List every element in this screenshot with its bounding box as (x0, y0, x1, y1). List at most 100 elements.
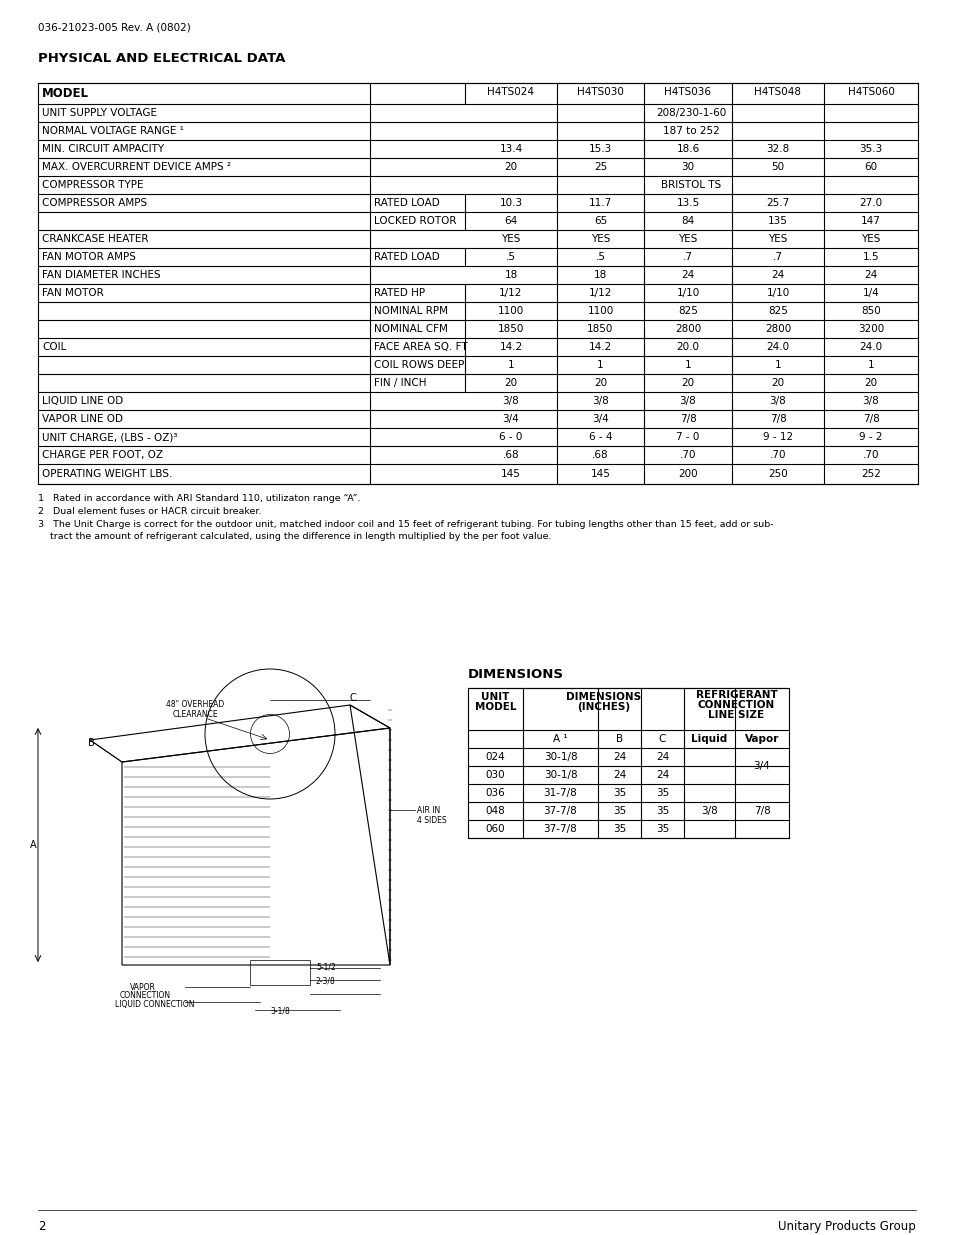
Text: 20: 20 (594, 378, 606, 388)
Text: B: B (88, 739, 94, 748)
Text: 1100: 1100 (497, 306, 523, 316)
Text: YES: YES (500, 233, 520, 245)
Text: 2-3/8: 2-3/8 (315, 977, 335, 986)
Text: FACE AREA SQ. FT: FACE AREA SQ. FT (374, 342, 467, 352)
Text: 24.0: 24.0 (859, 342, 882, 352)
Text: 030: 030 (485, 769, 505, 781)
Text: AIR IN: AIR IN (416, 806, 439, 815)
Text: 18: 18 (504, 270, 517, 280)
Text: 24: 24 (680, 270, 694, 280)
Text: CONNECTION: CONNECTION (698, 700, 774, 710)
Text: .68: .68 (502, 450, 518, 459)
Text: 30: 30 (680, 162, 694, 172)
Text: 3/8: 3/8 (862, 396, 879, 406)
Text: .5: .5 (505, 252, 516, 262)
Text: Liquid: Liquid (691, 734, 727, 743)
Text: Vapor: Vapor (744, 734, 779, 743)
Text: DIMENSIONS: DIMENSIONS (468, 668, 563, 680)
Text: 35: 35 (655, 788, 668, 798)
Text: 2: 2 (38, 1220, 46, 1233)
Text: .68: .68 (592, 450, 608, 459)
Text: 1: 1 (507, 359, 514, 370)
Text: LIQUID CONNECTION: LIQUID CONNECTION (115, 1000, 194, 1009)
Text: 3/4: 3/4 (502, 414, 518, 424)
Text: 9 - 2: 9 - 2 (859, 432, 882, 442)
Text: C: C (659, 734, 665, 743)
Text: 1: 1 (597, 359, 603, 370)
Text: 24: 24 (612, 769, 625, 781)
Text: 2800: 2800 (674, 324, 700, 333)
Text: LINE SIZE: LINE SIZE (708, 710, 763, 720)
Text: 825: 825 (767, 306, 787, 316)
Text: MIN. CIRCUIT AMPACITY: MIN. CIRCUIT AMPACITY (42, 144, 164, 154)
Text: .70: .70 (679, 450, 696, 459)
Text: 3/8: 3/8 (502, 396, 518, 406)
Text: 6 - 4: 6 - 4 (588, 432, 612, 442)
Text: 7/8: 7/8 (753, 806, 770, 816)
Text: 13.5: 13.5 (676, 198, 699, 207)
Text: 147: 147 (861, 216, 880, 226)
Text: 036: 036 (485, 788, 505, 798)
Text: 048: 048 (485, 806, 505, 816)
Text: 1/10: 1/10 (676, 288, 699, 298)
Text: 9 - 12: 9 - 12 (762, 432, 792, 442)
Text: 3200: 3200 (857, 324, 883, 333)
Text: 208/230-1-60: 208/230-1-60 (656, 107, 726, 119)
Text: DIMENSIONS: DIMENSIONS (565, 692, 640, 701)
Text: VAPOR LINE OD: VAPOR LINE OD (42, 414, 123, 424)
Text: COMPRESSOR AMPS: COMPRESSOR AMPS (42, 198, 147, 207)
Text: 11.7: 11.7 (588, 198, 612, 207)
Text: H4TS036: H4TS036 (664, 86, 711, 98)
Text: COIL ROWS DEEP: COIL ROWS DEEP (374, 359, 464, 370)
Text: 1850: 1850 (587, 324, 613, 333)
Text: 20: 20 (680, 378, 694, 388)
Text: YES: YES (767, 233, 787, 245)
Text: 3/8: 3/8 (769, 396, 785, 406)
Text: H4TS024: H4TS024 (487, 86, 534, 98)
Text: 31-7/8: 31-7/8 (543, 788, 577, 798)
Text: MODEL: MODEL (475, 701, 516, 713)
Text: 20: 20 (504, 162, 517, 172)
Text: 84: 84 (680, 216, 694, 226)
Text: A: A (30, 840, 36, 850)
Text: FAN DIAMETER INCHES: FAN DIAMETER INCHES (42, 270, 160, 280)
Text: 24: 24 (863, 270, 877, 280)
Text: H4TS060: H4TS060 (846, 86, 894, 98)
Text: .7: .7 (682, 252, 692, 262)
Text: YES: YES (590, 233, 610, 245)
Text: YES: YES (678, 233, 697, 245)
Text: .5: .5 (595, 252, 605, 262)
Text: 3/8: 3/8 (700, 806, 717, 816)
Text: 6 - 0: 6 - 0 (498, 432, 522, 442)
Text: RATED LOAD: RATED LOAD (374, 252, 439, 262)
Text: 4 SIDES: 4 SIDES (416, 816, 446, 825)
Text: CHARGE PER FOOT, OZ: CHARGE PER FOOT, OZ (42, 450, 163, 459)
Text: 1: 1 (774, 359, 781, 370)
Text: FIN / INCH: FIN / INCH (374, 378, 426, 388)
Text: 5-1/2: 5-1/2 (315, 963, 335, 972)
Text: 24: 24 (655, 752, 668, 762)
Text: (INCHES): (INCHES) (577, 701, 629, 713)
Text: 30-1/8: 30-1/8 (543, 769, 577, 781)
Text: NOMINAL CFM: NOMINAL CFM (374, 324, 447, 333)
Text: CLEARANCE: CLEARANCE (172, 710, 217, 719)
Text: 024: 024 (485, 752, 505, 762)
Text: MAX. OVERCURRENT DEVICE AMPS ²: MAX. OVERCURRENT DEVICE AMPS ² (42, 162, 231, 172)
Text: 20.0: 20.0 (676, 342, 699, 352)
Text: NOMINAL RPM: NOMINAL RPM (374, 306, 448, 316)
Text: MODEL: MODEL (42, 86, 89, 100)
Text: 65: 65 (594, 216, 606, 226)
Text: 1: 1 (684, 359, 691, 370)
Text: 20: 20 (863, 378, 877, 388)
Text: C: C (350, 693, 356, 703)
Text: RATED LOAD: RATED LOAD (374, 198, 439, 207)
Text: 7 - 0: 7 - 0 (676, 432, 699, 442)
Text: CRANKCASE HEATER: CRANKCASE HEATER (42, 233, 149, 245)
Text: CONNECTION: CONNECTION (120, 990, 171, 1000)
Text: 24: 24 (612, 752, 625, 762)
Text: 18.6: 18.6 (676, 144, 699, 154)
Text: 35: 35 (612, 824, 625, 834)
Text: 187 to 252: 187 to 252 (662, 126, 720, 136)
Text: 30-1/8: 30-1/8 (543, 752, 577, 762)
Text: 60: 60 (863, 162, 877, 172)
